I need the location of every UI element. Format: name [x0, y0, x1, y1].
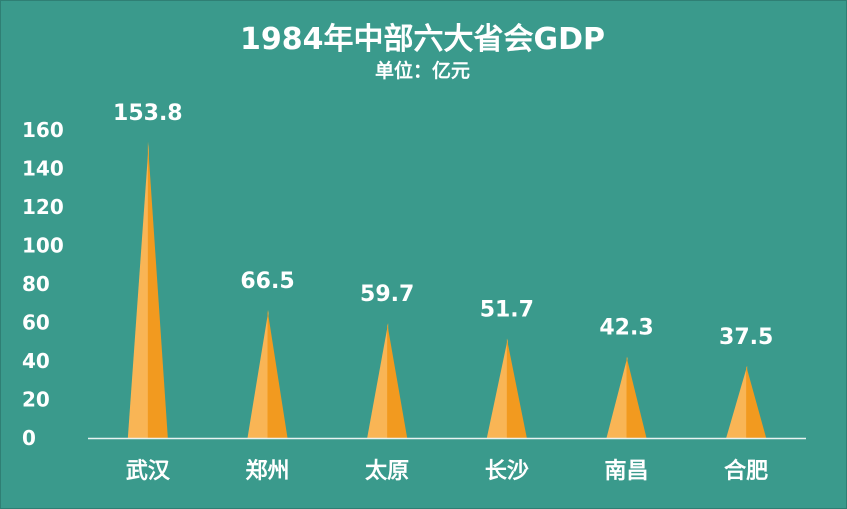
- y-tick-label: 40: [22, 349, 50, 373]
- bar: [127, 141, 168, 438]
- bar-left-face: [127, 141, 149, 438]
- bar: [247, 309, 288, 438]
- data-labels: 153.8 66.5 59.7 51.7 42.3 37.5: [113, 101, 773, 350]
- category-label: 南昌: [604, 459, 648, 484]
- bar-left-face: [367, 323, 389, 438]
- data-label: 37.5: [719, 325, 773, 350]
- y-tick-label: 140: [22, 157, 64, 181]
- chart-subtitle: 单位：亿元: [374, 60, 470, 82]
- y-tick-label: 80: [22, 272, 50, 296]
- bar-right-face: [626, 356, 647, 438]
- data-label: 59.7: [360, 282, 414, 307]
- data-label: 51.7: [480, 297, 534, 322]
- chart-title: 1984年中部六大省会GDP: [239, 22, 605, 57]
- bar-left-face: [726, 365, 748, 438]
- data-label: 153.8: [113, 101, 183, 126]
- bar-left-face: [606, 356, 628, 438]
- y-tick-label: 60: [22, 311, 50, 335]
- y-tick-label: 0: [22, 426, 36, 450]
- category-labels: 武汉 郑州 太原 长沙 南昌 合肥: [126, 458, 768, 484]
- bar-right-face: [506, 338, 527, 438]
- category-label: 太原: [365, 459, 409, 484]
- bar-right-face: [147, 141, 168, 438]
- category-label: 武汉: [126, 459, 171, 484]
- bar-left-face: [247, 309, 269, 438]
- y-tick-label: 20: [22, 388, 50, 412]
- bar-left-face: [486, 338, 508, 438]
- category-label: 长沙: [485, 459, 529, 484]
- bar-right-face: [267, 309, 288, 438]
- bar: [606, 356, 647, 438]
- bar: [726, 365, 767, 438]
- data-label: 42.3: [599, 316, 653, 341]
- bar: [486, 338, 527, 438]
- data-label: 66.5: [240, 269, 294, 294]
- bar-right-face: [746, 365, 767, 438]
- category-label: 郑州: [245, 459, 289, 484]
- y-tick-label: 100: [22, 234, 64, 258]
- bar-right-face: [387, 323, 408, 438]
- bar-series: [127, 141, 767, 438]
- bar: [367, 323, 408, 438]
- category-label: 合肥: [724, 458, 768, 484]
- y-axis-ticks: 0 20 40 60 80 100 120 140 160: [22, 118, 64, 450]
- y-tick-label: 160: [22, 118, 64, 142]
- y-tick-label: 120: [22, 195, 64, 219]
